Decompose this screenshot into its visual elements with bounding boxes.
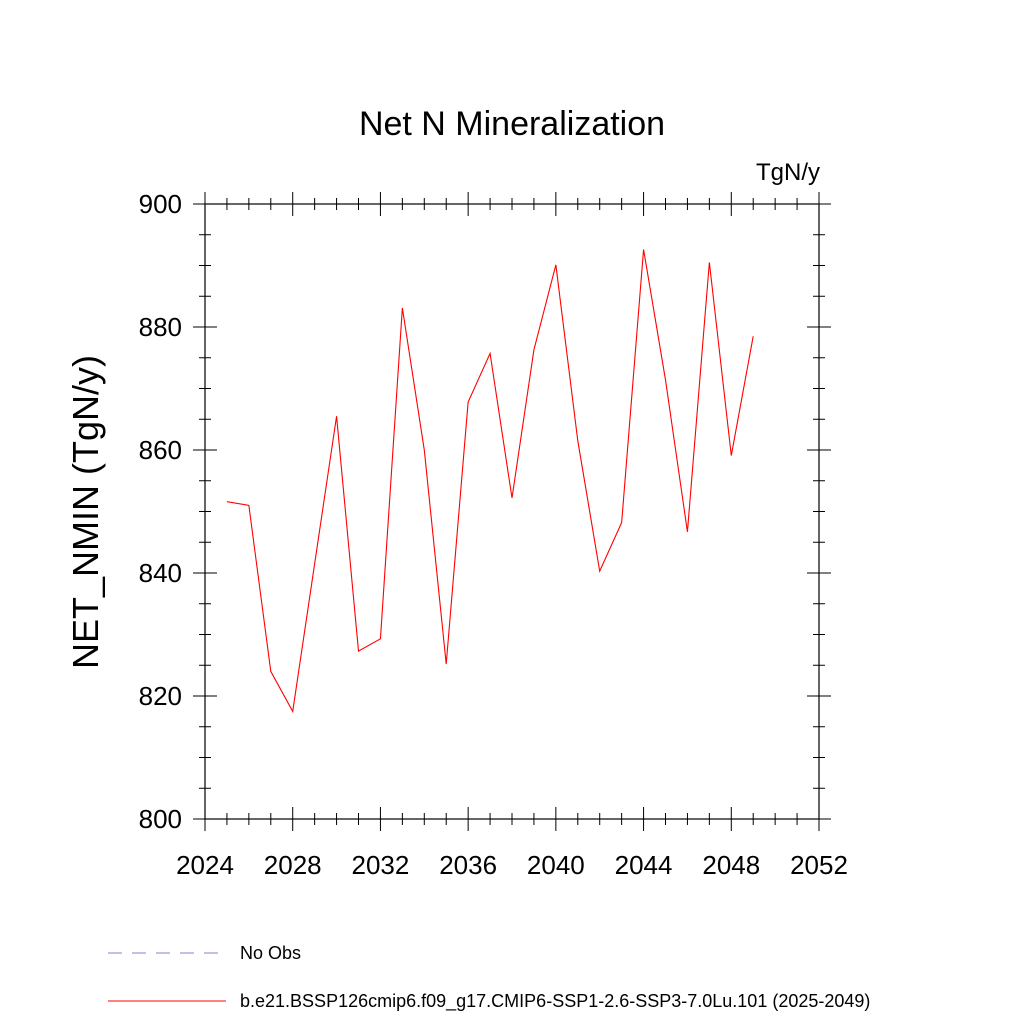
x-tick-label: 2032: [352, 850, 410, 880]
x-tick-label: 2024: [176, 850, 234, 880]
y-tick-label: 880: [139, 312, 182, 342]
y-axis-label: NET_NMIN (TgN/y): [65, 355, 106, 669]
x-tick-label: 2036: [439, 850, 497, 880]
y-tick-label: 820: [139, 681, 182, 711]
legend: No Obs b.e21.BSSP126cmip6.f09_g17.CMIP6-…: [108, 943, 870, 1012]
y-tick-label: 800: [139, 804, 182, 834]
legend-label-model: b.e21.BSSP126cmip6.f09_g17.CMIP6-SSP1-2.…: [240, 991, 870, 1012]
x-tick-label: 2040: [527, 850, 585, 880]
series-group: [226, 249, 754, 714]
y-tick-label: 860: [139, 435, 182, 465]
y-tick-label: 840: [139, 558, 182, 588]
y-tick-label: 900: [139, 189, 182, 219]
legend-label-no-obs: No Obs: [240, 943, 301, 963]
x-tick-labels: 2024 2028 2032 2036 2040 2044 2048 2052: [176, 850, 848, 880]
units-label: TgN/y: [756, 159, 820, 186]
series-line-0: [226, 249, 754, 714]
axis-ticks: [193, 192, 831, 831]
x-tick-label: 2048: [702, 850, 760, 880]
x-tick-label: 2028: [264, 850, 322, 880]
x-tick-label: 2052: [790, 850, 848, 880]
chart-title: Net N Mineralization: [359, 105, 665, 143]
plot-frame: [204, 203, 820, 820]
y-tick-labels: 800 820 840 860 880 900: [139, 189, 182, 834]
x-tick-label: 2044: [615, 850, 673, 880]
